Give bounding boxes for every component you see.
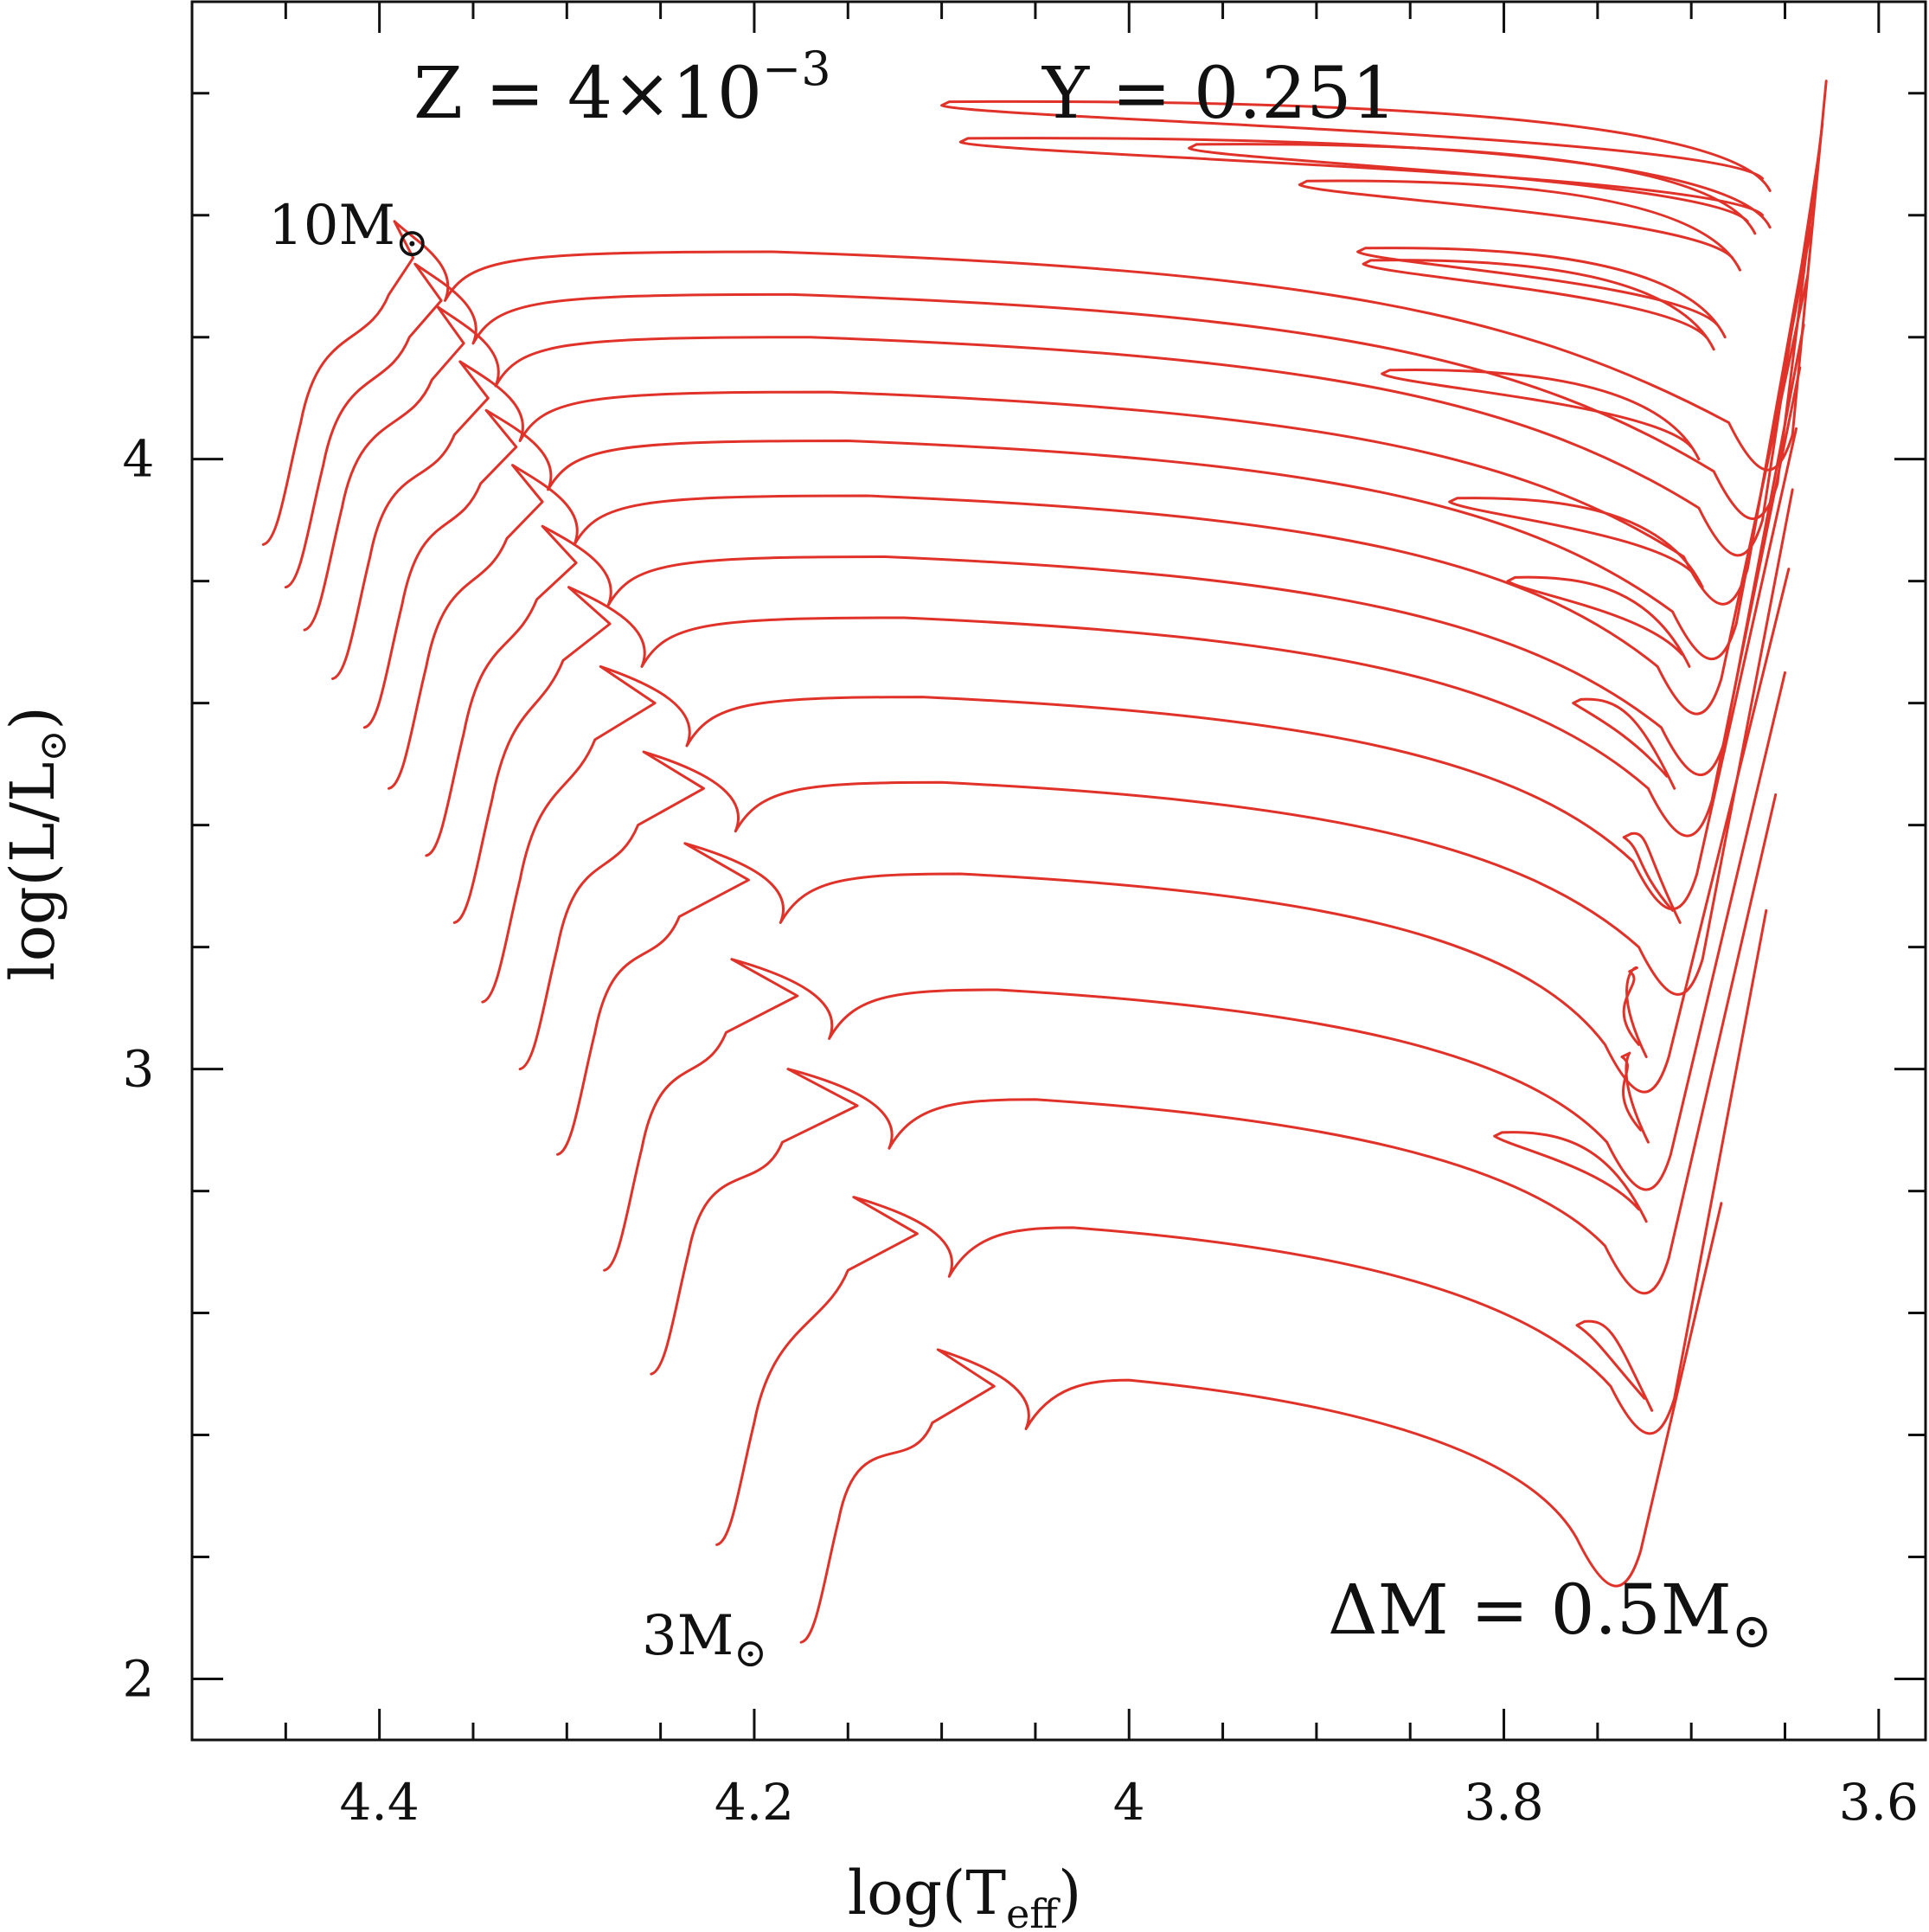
- plot-border: [190, 0, 1927, 1742]
- x-tick-label: 3.8: [1464, 1773, 1543, 1832]
- y-tick-label: 3: [123, 1040, 155, 1099]
- top-mass-label: 10M⊙: [268, 194, 429, 266]
- x-tick-label: 4.4: [340, 1773, 420, 1832]
- blue-loop-5_5-msun: [1622, 831, 1682, 924]
- blue-loop-6_5-msun: [1506, 575, 1691, 668]
- track-9_5-msun: [284, 122, 1824, 589]
- track-8-msun: [362, 226, 1813, 729]
- track-10-msun: [261, 80, 1828, 546]
- track-5_5-msun: [518, 488, 1794, 1071]
- blue-loop-7_5-msun: [1381, 369, 1701, 461]
- blue-loop-4_5-msun: [1620, 1051, 1650, 1144]
- x-tick-label: 3.6: [1839, 1773, 1919, 1832]
- blue-loop-7-msun: [1448, 497, 1704, 589]
- chart-title-z: Z = 4×10−3: [413, 42, 831, 135]
- blue-loop-9_5-msun: [1188, 143, 1757, 235]
- blue-loop-9-msun: [1298, 179, 1741, 272]
- track-8_5-msun: [331, 189, 1817, 680]
- bottom-mass-label: 3M⊙: [642, 1604, 767, 1676]
- title-exponent: −3: [762, 42, 831, 96]
- delta-m-label: ΔM = 0.5M⊙: [1328, 1569, 1772, 1659]
- blue-loops: [940, 99, 1772, 1412]
- track-3_5-msun: [715, 908, 1768, 1546]
- blue-loop-4-msun: [1493, 1131, 1648, 1223]
- blue-loop-6-msun: [1572, 697, 1676, 790]
- blue-loop-10-msun: [940, 99, 1772, 192]
- blue-loop-10-msun: [958, 137, 1772, 229]
- track-4-msun: [650, 793, 1778, 1376]
- track-6_5-msun: [452, 366, 1802, 924]
- x-tick-label: 4: [1113, 1773, 1145, 1832]
- track-7_5-msun: [388, 274, 1809, 790]
- y-tick-label: 2: [123, 1650, 155, 1709]
- evolutionary-tracks: [261, 80, 1828, 1644]
- blue-loop-8-msun: [1362, 259, 1715, 351]
- blue-loop-5-msun: [1622, 966, 1648, 1058]
- track-5-msun: [556, 568, 1791, 1156]
- track-4_5-msun: [603, 671, 1786, 1272]
- blue-loop-8_5-msun: [1356, 247, 1727, 339]
- track-9-msun: [303, 152, 1820, 632]
- blue-loop-3_5-msun: [1575, 1319, 1654, 1412]
- y-axis-label: log(L/L⊙): [0, 706, 75, 980]
- plot-frame: [190, 0, 1927, 1742]
- chart-title-y: Y = 0.251: [1041, 53, 1397, 135]
- tick-labels: 4.4 4.2 4 3.8 3.6 2 3 4: [123, 430, 1919, 1832]
- x-tick-label: 4.2: [715, 1773, 794, 1832]
- track-3-msun: [799, 1202, 1723, 1644]
- track-7-msun: [425, 324, 1805, 857]
- tick-marks: [192, 2, 1926, 1740]
- x-axis-label: log(Teff): [848, 1858, 1082, 1932]
- y-tick-label: 4: [123, 430, 155, 489]
- track-6-msun: [481, 427, 1798, 1004]
